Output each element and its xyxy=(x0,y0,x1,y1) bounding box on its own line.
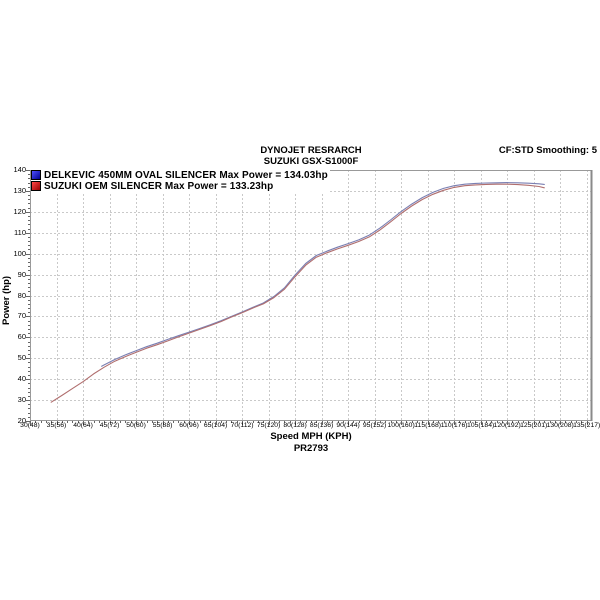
x-tick-label: 85(136) xyxy=(309,422,334,429)
x-tick-label: 100(160) xyxy=(387,422,415,429)
y-tick-label: 140 xyxy=(13,165,26,174)
y-tick-label: 70 xyxy=(17,311,26,321)
x-tick-label: 95(152) xyxy=(362,422,387,429)
chart-legend: DELKEVIC 450MM OVAL SILENCER Max Power =… xyxy=(31,170,330,192)
legend-swatch-oem xyxy=(31,181,41,191)
legend-item-delkevic: DELKEVIC 450MM OVAL SILENCER Max Power =… xyxy=(31,169,328,181)
y-tick-label: 100 xyxy=(13,248,26,258)
x-tick-label: 130(208) xyxy=(546,422,574,429)
y-tick-label: 40 xyxy=(17,374,26,384)
y-tick-label: 30 xyxy=(17,395,26,405)
legend-item-oem: SUZUKI OEM SILENCER Max Power = 133.23hp xyxy=(31,180,328,192)
x-tick-label: 70(112) xyxy=(230,422,254,429)
x-tick-label: 35(56) xyxy=(46,422,67,429)
y-tick-label: 90 xyxy=(17,269,26,279)
smoothing-info: CF:STD Smoothing: 5 xyxy=(498,145,597,156)
x-tick-label: 45(72) xyxy=(99,422,120,429)
x-tick-label: 90(144) xyxy=(336,422,360,429)
page-title: DYNOJET RESRARCH xyxy=(260,145,362,156)
delkevic-power-curve xyxy=(101,182,545,367)
x-tick-label: 50(80) xyxy=(126,422,146,429)
y-tick-label: 80 xyxy=(17,290,26,300)
x-tick-label: 105(184) xyxy=(467,422,495,429)
run-id: PR2793 xyxy=(293,443,329,454)
y-tick-label: 20 xyxy=(17,416,26,425)
y-axis-label: Power (hp) xyxy=(1,275,12,325)
x-tick-label: 125(201) xyxy=(520,422,548,429)
y-tick-label: 110 xyxy=(14,227,26,237)
y-tick-label: 120 xyxy=(13,206,26,216)
x-tick-label: 110(176) xyxy=(440,422,468,429)
x-tick-label: 115(168) xyxy=(414,422,441,429)
x-tick-label: 40(64) xyxy=(73,422,93,429)
y-tick-label: 130 xyxy=(13,185,26,195)
x-tick-label: 55(88) xyxy=(152,422,173,429)
x-tick-label: 60(96) xyxy=(179,422,199,429)
x-tick-label: 120(192) xyxy=(493,422,521,429)
legend-label-delkevic: DELKEVIC 450MM OVAL SILENCER Max Power =… xyxy=(44,169,328,181)
x-tick-label: 75(120) xyxy=(256,422,281,429)
x-tick-label: 65(104) xyxy=(203,422,228,429)
x-tick-label: 30(48) xyxy=(20,422,40,429)
x-tick-label: 80(128) xyxy=(283,422,307,429)
y-tick-label: 60 xyxy=(17,332,26,342)
vehicle-title: SUZUKI GSX-S1000F xyxy=(263,156,359,167)
x-axis-label: Speed MPH (KPH) xyxy=(270,431,352,442)
oem-power-curve xyxy=(50,183,545,403)
x-tick-label: 135(217) xyxy=(573,422,600,429)
y-tick-label: 50 xyxy=(17,353,26,363)
legend-swatch-delkevic xyxy=(31,170,41,180)
legend-label-oem: SUZUKI OEM SILENCER Max Power = 133.23hp xyxy=(44,180,274,192)
